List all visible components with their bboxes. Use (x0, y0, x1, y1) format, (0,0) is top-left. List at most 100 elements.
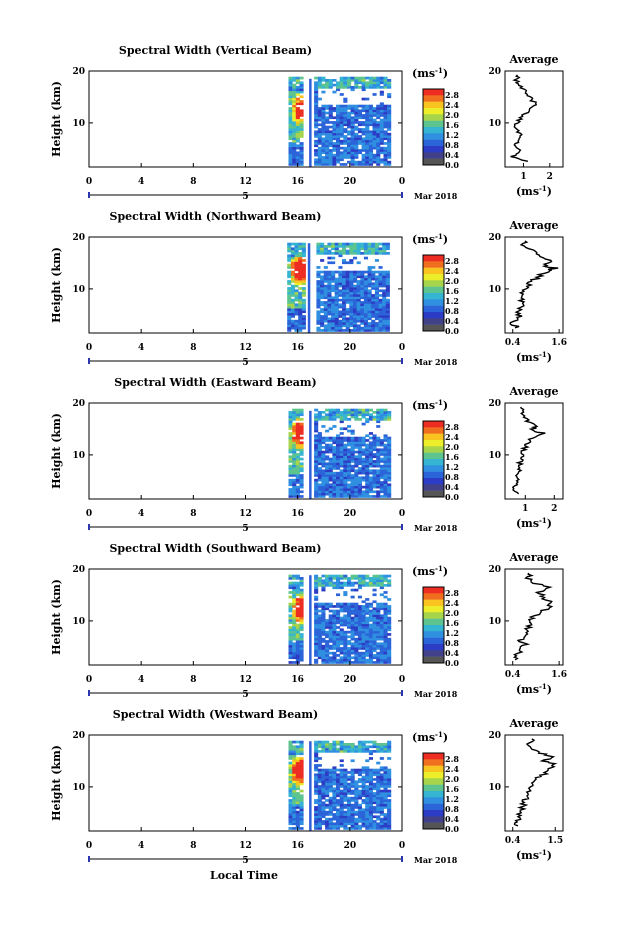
heatmap-cell (317, 469, 322, 473)
heatmap-cell (347, 658, 352, 662)
colorbar-tick-label: 1.6 (445, 784, 459, 794)
heatmap-cell (299, 623, 304, 627)
heatmap-cell (342, 261, 347, 265)
heatmap-cell (339, 476, 344, 480)
heatmap-cell (332, 628, 337, 632)
colorbar-segment (423, 267, 444, 275)
heatmap-cell (376, 436, 381, 440)
heatmap-cell (347, 581, 352, 585)
heatmap-cell (387, 469, 392, 473)
heatmap-cell (347, 619, 352, 622)
heatmap-cell (339, 817, 344, 821)
heatmap-cell (292, 107, 297, 110)
heatmap-cell (288, 432, 293, 435)
heatmap-cell (331, 317, 336, 321)
heatmap-cell (339, 801, 344, 805)
heatmap-cell (298, 298, 303, 302)
x-tick-label: 0 (86, 343, 92, 353)
heatmap-cell (325, 107, 330, 110)
heatmap-cell (288, 132, 293, 136)
y-axis-label: Height (km) (50, 745, 63, 821)
heatmap-cell (299, 600, 304, 604)
heatmap-cell (354, 616, 359, 620)
heatmap-cell (387, 621, 392, 625)
heatmap-cell (345, 298, 350, 302)
heatmap-cell (299, 644, 304, 648)
heatmap-cell (317, 817, 322, 821)
heatmap-cell (387, 153, 392, 157)
heatmap-cell (292, 425, 297, 428)
heatmap-cell (354, 149, 359, 152)
heatmap-cell (368, 130, 373, 134)
heatmap-cell (376, 460, 381, 463)
heatmap-cell (332, 453, 337, 456)
heatmap-cell (292, 135, 297, 138)
heatmap-cell (298, 268, 303, 272)
heatmap-cell (383, 453, 388, 456)
heatmap-cell (298, 245, 303, 248)
heatmap-cell (336, 415, 341, 419)
heatmap-cell (376, 111, 381, 115)
heatmap-cell (325, 158, 330, 162)
heatmap-cell (376, 750, 381, 753)
heatmap-cell (299, 453, 304, 456)
heatmap-cell (376, 773, 381, 777)
heatmap-cell (350, 132, 355, 136)
heatmap-cell (382, 298, 387, 302)
heatmap-cell (342, 294, 347, 297)
heatmap-cell (294, 245, 299, 248)
heatmap-cell (354, 495, 359, 498)
heatmap-cell (299, 789, 304, 793)
heatmap-cell (320, 322, 325, 325)
heatmap-cell (298, 308, 303, 311)
heatmap-cell (323, 305, 328, 309)
heatmap-cell (328, 658, 333, 662)
heatmap-cell (350, 485, 355, 489)
heatmap-cell (288, 614, 293, 618)
heatmap-cell (343, 792, 348, 795)
x-tick-label: 0 (86, 509, 92, 519)
heatmap-cell (379, 109, 384, 113)
heatmap-cell (382, 326, 387, 330)
heatmap-cell (320, 247, 325, 251)
heatmap-cell (287, 294, 292, 297)
heatmap-cell (365, 483, 370, 487)
heatmap-cell (327, 275, 332, 279)
heatmap-cell (332, 766, 337, 770)
heatmap-cell (314, 637, 319, 641)
heatmap-cell (379, 443, 384, 447)
heatmap-cell (299, 408, 304, 412)
heatmap-cell (336, 654, 341, 657)
heatmap-cell (365, 637, 370, 641)
heatmap-cell (361, 789, 366, 793)
heatmap-cell (321, 415, 326, 419)
heatmap-cell (292, 114, 297, 117)
heatmap-cell (343, 450, 348, 454)
heatmap-cell (372, 109, 377, 113)
heatmap-cell (317, 109, 322, 113)
heatmap-cell (343, 584, 348, 587)
heatmap-cell (350, 633, 355, 636)
heatmap-cell (343, 137, 348, 141)
heatmap-cell (299, 773, 304, 777)
heatmap-cell (317, 455, 322, 459)
heatmap-cell (350, 135, 355, 138)
heatmap-cell (317, 584, 322, 587)
heatmap-cell (347, 785, 352, 788)
heatmap-cell (354, 488, 359, 491)
heatmap-cell (295, 481, 300, 484)
heatmap-cell (387, 474, 392, 477)
heatmap-cell (288, 621, 293, 625)
x-tick-label: 0 (86, 841, 92, 851)
heatmap-cell (354, 418, 359, 421)
heatmap-cell (288, 460, 293, 463)
heatmap-cell (295, 810, 300, 814)
heatmap-cell (292, 118, 297, 122)
heatmap-cell (379, 782, 384, 786)
heatmap-cell (292, 630, 297, 634)
heatmap-cell (387, 95, 392, 99)
heatmap-cell (368, 806, 373, 809)
heatmap-cell (367, 326, 372, 330)
heatmap-cell (368, 757, 373, 760)
heatmap-cell (336, 747, 341, 751)
